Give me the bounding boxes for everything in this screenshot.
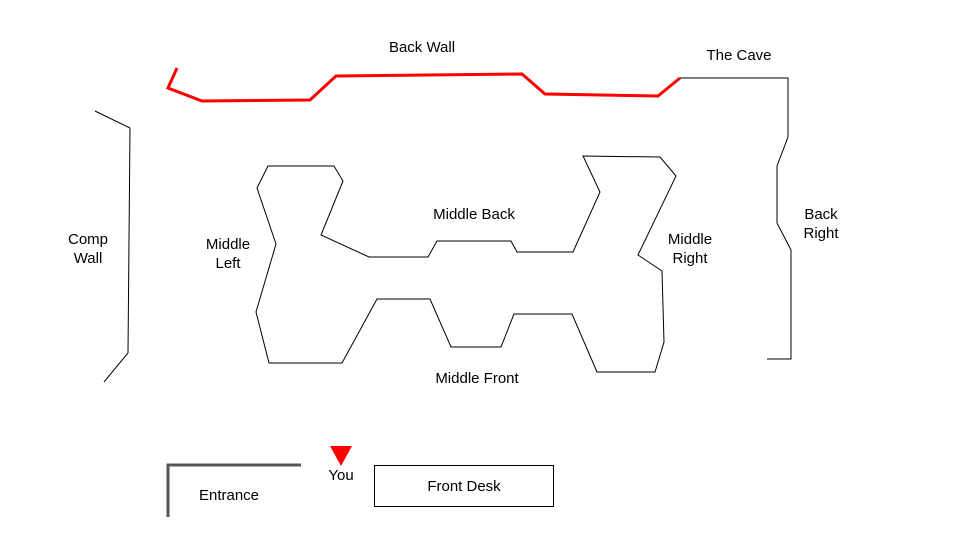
you-label: You <box>328 467 354 484</box>
comp-wall-label: Comp Wall <box>67 231 108 267</box>
middle-right-label: Middle Right <box>667 231 713 267</box>
the-cave-label: The Cave <box>706 47 772 64</box>
middle-island <box>255 155 677 373</box>
front-desk: Front Desk <box>374 465 554 507</box>
back-wall-line <box>165 67 681 103</box>
middle-front-label: Middle Front <box>435 370 519 387</box>
comp-wall <box>94 110 131 383</box>
middle-back-label: Middle Back <box>433 206 515 223</box>
middle-left-label: Middle Left <box>205 236 251 272</box>
entrance-wall <box>166 463 301 517</box>
back-right-wall <box>680 77 792 360</box>
you-marker-icon <box>330 446 352 466</box>
front-desk-label: Front Desk <box>427 477 501 495</box>
back-right-label: Back Right <box>803 206 839 242</box>
entrance-label: Entrance <box>198 487 260 504</box>
back-wall-label: Back Wall <box>388 39 456 56</box>
